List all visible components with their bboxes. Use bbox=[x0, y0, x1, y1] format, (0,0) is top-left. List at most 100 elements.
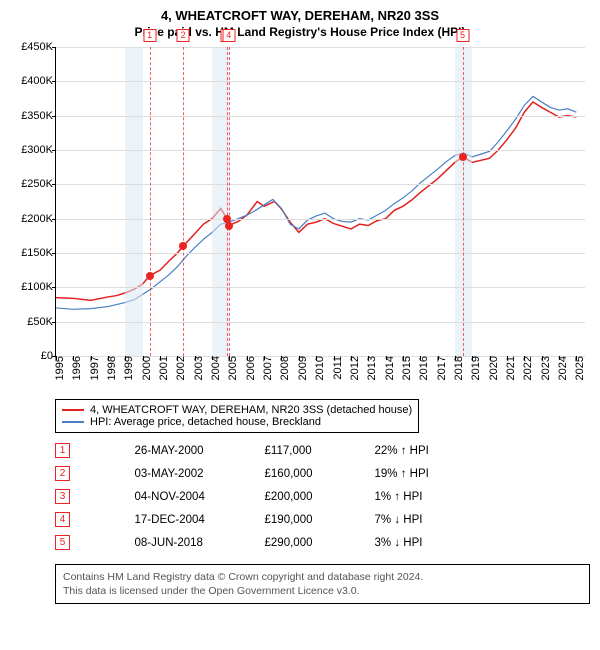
x-axis-label: 2025 bbox=[572, 356, 586, 380]
legend-item: HPI: Average price, detached house, Brec… bbox=[62, 416, 412, 428]
legend-label: HPI: Average price, detached house, Brec… bbox=[90, 416, 321, 428]
sale-date: 17-DEC-2004 bbox=[135, 508, 265, 531]
sale-price: £200,000 bbox=[265, 485, 375, 508]
sale-price: £290,000 bbox=[265, 531, 375, 554]
gridline bbox=[56, 322, 585, 323]
footer-line: This data is licensed under the Open Gov… bbox=[63, 584, 582, 598]
sale-point bbox=[146, 272, 154, 280]
highlight-band bbox=[455, 47, 472, 356]
sale-point bbox=[179, 242, 187, 250]
x-axis-label: 2001 bbox=[156, 356, 170, 380]
legend-box: 4, WHEATCROFT WAY, DEREHAM, NR20 3SS (de… bbox=[55, 399, 419, 433]
x-axis-label: 2000 bbox=[139, 356, 153, 380]
legend-label: 4, WHEATCROFT WAY, DEREHAM, NR20 3SS (de… bbox=[90, 404, 412, 416]
sale-price: £190,000 bbox=[265, 508, 375, 531]
x-axis-label: 2018 bbox=[451, 356, 465, 380]
gridline bbox=[56, 253, 585, 254]
x-axis-label: 1998 bbox=[104, 356, 118, 380]
y-axis-label: £100K bbox=[21, 281, 56, 293]
x-axis-label: 1997 bbox=[87, 356, 101, 380]
sale-index: 4 bbox=[55, 512, 70, 527]
y-axis-label: £200K bbox=[21, 213, 56, 225]
x-axis-label: 1995 bbox=[52, 356, 66, 380]
y-axis-label: £400K bbox=[21, 75, 56, 87]
x-axis-label: 1996 bbox=[69, 356, 83, 380]
x-axis-label: 2016 bbox=[416, 356, 430, 380]
table-row: 4 17-DEC-2004£190,0007% ↓ HPI bbox=[55, 508, 590, 531]
x-axis-label: 2020 bbox=[486, 356, 500, 380]
sale-point bbox=[459, 153, 467, 161]
marker-line bbox=[227, 47, 228, 356]
x-axis-label: 2002 bbox=[173, 356, 187, 380]
x-axis-label: 2015 bbox=[399, 356, 413, 380]
y-axis-label: £350K bbox=[21, 110, 56, 122]
table-row: 304-NOV-2004£200,0001% ↑ HPI bbox=[55, 485, 590, 508]
y-axis-label: £150K bbox=[21, 247, 56, 259]
gridline bbox=[56, 184, 585, 185]
x-axis-label: 2022 bbox=[520, 356, 534, 380]
chart-area: £0£50K£100K£150K£200K£250K£300K£350K£400… bbox=[10, 47, 590, 357]
y-axis-label: £450K bbox=[21, 41, 56, 53]
legend-swatch bbox=[62, 421, 84, 423]
sale-date: 26-MAY-2000 bbox=[135, 439, 265, 462]
sale-index: 5 bbox=[55, 535, 70, 550]
sale-delta: 22% ↑ HPI bbox=[375, 439, 590, 462]
highlight-band bbox=[125, 47, 142, 356]
legend-swatch bbox=[62, 409, 84, 411]
x-axis-label: 2007 bbox=[260, 356, 274, 380]
x-axis-label: 2004 bbox=[208, 356, 222, 380]
marker-line bbox=[229, 47, 230, 356]
sale-delta: 1% ↑ HPI bbox=[375, 485, 590, 508]
footer-line: Contains HM Land Registry data © Crown c… bbox=[63, 570, 582, 584]
sale-price: £160,000 bbox=[265, 462, 375, 485]
x-axis-label: 2014 bbox=[382, 356, 396, 380]
x-axis-label: 2024 bbox=[555, 356, 569, 380]
gridline bbox=[56, 150, 585, 151]
marker-label: 5 bbox=[456, 29, 469, 42]
sale-point bbox=[225, 222, 233, 230]
table-row: 1 26-MAY-2000£117,00022% ↑ HPI bbox=[55, 439, 590, 462]
table-row: 2 03-MAY-2002£160,00019% ↑ HPI bbox=[55, 462, 590, 485]
y-axis-label: £250K bbox=[21, 178, 56, 190]
chart-title: 4, WHEATCROFT WAY, DEREHAM, NR20 3SS bbox=[10, 8, 590, 23]
chart-subtitle: Price paid vs. HM Land Registry's House … bbox=[10, 25, 590, 39]
x-axis-label: 2012 bbox=[347, 356, 361, 380]
x-axis-label: 2005 bbox=[225, 356, 239, 380]
x-axis-label: 1999 bbox=[121, 356, 135, 380]
gridline bbox=[56, 47, 585, 48]
marker-label: 1 bbox=[143, 29, 156, 42]
sale-index: 1 bbox=[55, 443, 70, 458]
x-axis-label: 2019 bbox=[468, 356, 482, 380]
x-axis-label: 2021 bbox=[503, 356, 517, 380]
marker-line bbox=[183, 47, 184, 356]
x-axis-label: 2013 bbox=[364, 356, 378, 380]
legend-item: 4, WHEATCROFT WAY, DEREHAM, NR20 3SS (de… bbox=[62, 404, 412, 416]
marker-label: 4 bbox=[222, 29, 235, 42]
gridline bbox=[56, 81, 585, 82]
sale-index: 3 bbox=[55, 489, 70, 504]
marker-label: 2 bbox=[177, 29, 190, 42]
table-row: 508-JUN-2018£290,0003% ↓ HPI bbox=[55, 531, 590, 554]
sale-date: 03-MAY-2002 bbox=[135, 462, 265, 485]
marker-line bbox=[150, 47, 151, 356]
sale-price: £117,000 bbox=[265, 439, 375, 462]
sale-index: 2 bbox=[55, 466, 70, 481]
y-axis-label: £50K bbox=[27, 316, 56, 328]
x-axis-label: 2011 bbox=[330, 356, 344, 380]
x-axis-label: 2023 bbox=[538, 356, 552, 380]
gridline bbox=[56, 287, 585, 288]
sales-table: 1 26-MAY-2000£117,00022% ↑ HPI 2 03-MAY-200… bbox=[55, 439, 590, 554]
footer-attribution: Contains HM Land Registry data © Crown c… bbox=[55, 564, 590, 604]
gridline bbox=[56, 219, 585, 220]
x-axis-label: 2006 bbox=[243, 356, 257, 380]
x-axis-label: 2009 bbox=[295, 356, 309, 380]
x-axis-label: 2010 bbox=[312, 356, 326, 380]
marker-line bbox=[463, 47, 464, 356]
sale-delta: 19% ↑ HPI bbox=[375, 462, 590, 485]
y-axis-label: £300K bbox=[21, 144, 56, 156]
sale-delta: 7% ↓ HPI bbox=[375, 508, 590, 531]
x-axis-label: 2017 bbox=[434, 356, 448, 380]
x-axis-label: 2003 bbox=[191, 356, 205, 380]
sale-date: 08-JUN-2018 bbox=[135, 531, 265, 554]
gridline bbox=[56, 116, 585, 117]
